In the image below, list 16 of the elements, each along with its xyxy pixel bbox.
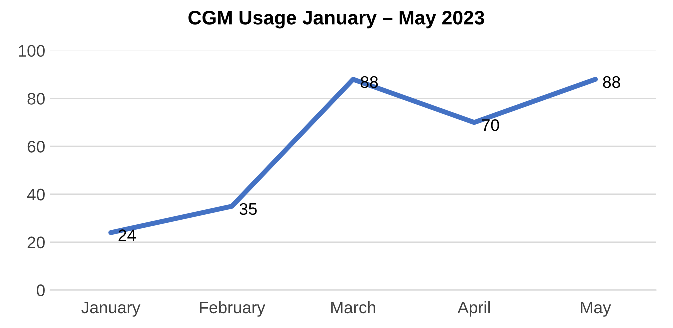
chart-title: CGM Usage January – May 2023 [188,11,484,29]
x-tick-label: February [200,301,266,317]
x-tick-label: May [581,302,612,317]
y-tick-label: 60 [28,141,45,153]
y-tick-label: 0 [36,284,45,296]
y-tick-label: 40 [27,188,45,201]
x-tick-label: January [82,302,141,317]
data-label: 35 [240,203,257,216]
y-tick-label: 20 [28,236,45,249]
y-tick-label: 80 [28,93,45,105]
data-label: 70 [482,120,500,132]
x-tick-label: March [332,301,376,314]
data-label: 24 [118,230,136,242]
y-tick-label: 100 [19,45,45,58]
data-label: 88 [603,76,620,88]
x-tick-label: April [458,301,490,317]
